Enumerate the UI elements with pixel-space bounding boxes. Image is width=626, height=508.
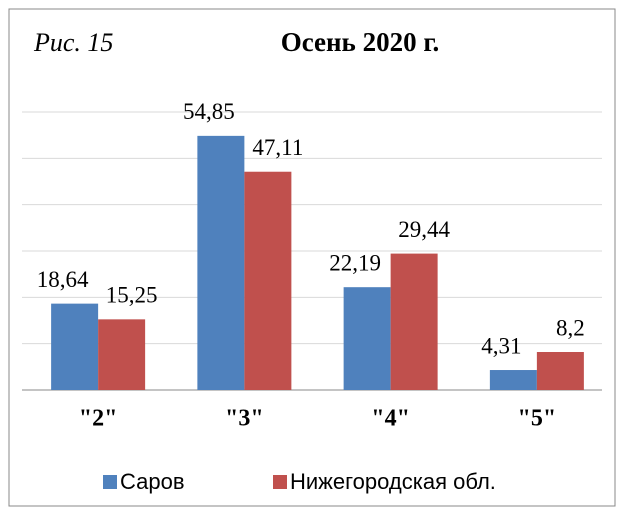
x-tick-label: "4" — [371, 406, 410, 432]
bar — [98, 319, 146, 390]
bar — [244, 171, 292, 390]
x-tick-label: "2" — [79, 406, 118, 432]
legend-swatch — [103, 475, 117, 489]
data-label: 4,31 — [481, 333, 521, 358]
data-label: 8,2 — [556, 315, 585, 340]
data-label: 29,44 — [398, 217, 450, 242]
bar — [343, 287, 391, 390]
data-label: 18,64 — [37, 267, 89, 292]
data-label: 54,85 — [183, 99, 235, 124]
bar — [51, 303, 99, 390]
bar — [536, 352, 584, 390]
bar — [197, 135, 245, 390]
frame — [8, 8, 616, 507]
data-label: 47,11 — [252, 135, 303, 160]
legend-label: Нижегородская обл. — [290, 469, 496, 494]
x-tick-label: "5" — [518, 406, 557, 432]
figure-label: Рис. 15 — [33, 28, 113, 57]
legend-label: Саров — [120, 469, 185, 494]
x-tick-label: "3" — [225, 406, 264, 432]
bar — [489, 370, 537, 390]
chart-title: Осень 2020 г. — [281, 27, 440, 57]
data-label: 15,25 — [106, 283, 158, 308]
bar — [390, 253, 438, 390]
legend-swatch — [273, 475, 287, 489]
data-label: 22,19 — [329, 250, 381, 275]
